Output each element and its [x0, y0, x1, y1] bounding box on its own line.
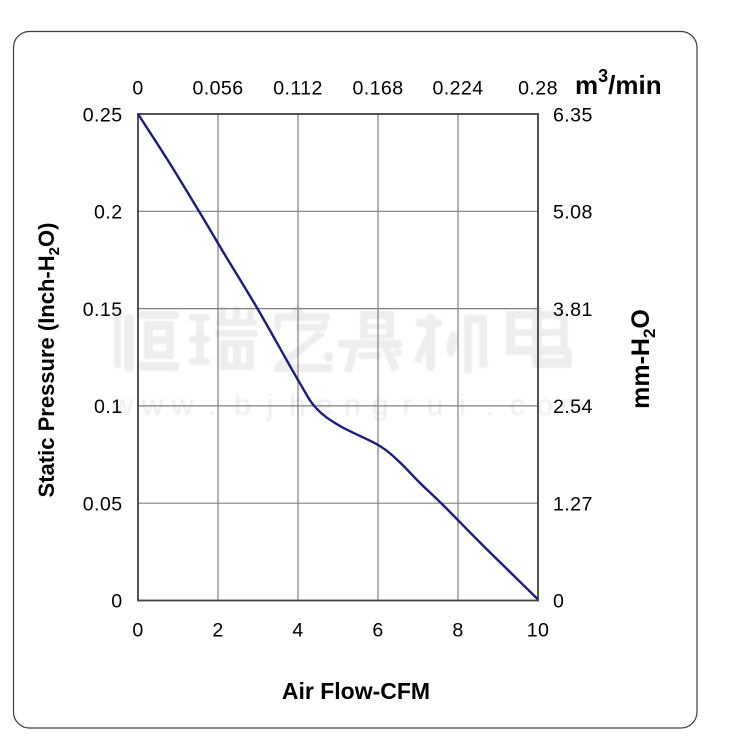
svg-text:0.224: 0.224: [432, 77, 483, 99]
svg-text:6.35: 6.35: [553, 104, 593, 126]
svg-text:0.15: 0.15: [83, 299, 123, 321]
svg-text:0.112: 0.112: [273, 77, 323, 99]
svg-text:0.28: 0.28: [518, 77, 558, 99]
svg-text:m3/min: m3/min: [575, 66, 662, 100]
svg-text:Static Pressure (Inch-H2O): Static Pressure (Inch-H2O): [34, 223, 63, 498]
svg-text:0.25: 0.25: [83, 104, 123, 126]
svg-text:0: 0: [132, 77, 143, 99]
svg-text:Air Flow-CFM: Air Flow-CFM: [282, 678, 430, 704]
svg-text:0.05: 0.05: [83, 494, 123, 516]
svg-text:6: 6: [372, 619, 383, 641]
svg-text:0.056: 0.056: [192, 77, 243, 99]
svg-text:mm-H2O: mm-H2O: [627, 309, 659, 409]
svg-text:0.1: 0.1: [94, 396, 122, 418]
svg-text:5.08: 5.08: [553, 202, 593, 224]
svg-text:2: 2: [212, 619, 223, 641]
svg-text:w: w: [111, 389, 134, 422]
svg-text:m: m: [560, 389, 585, 422]
svg-text:4: 4: [292, 619, 303, 641]
svg-text:0: 0: [132, 619, 143, 641]
svg-text:1.27: 1.27: [553, 494, 593, 516]
svg-text:0.2: 0.2: [94, 202, 122, 224]
svg-text:0.168: 0.168: [352, 77, 403, 99]
svg-text:o: o: [537, 389, 554, 422]
svg-text:0: 0: [111, 591, 122, 613]
svg-text:10: 10: [527, 619, 550, 641]
svg-text:2.54: 2.54: [553, 396, 593, 418]
svg-text:3.81: 3.81: [553, 299, 593, 321]
svg-text:8: 8: [452, 619, 463, 641]
svg-text:0: 0: [553, 591, 564, 613]
